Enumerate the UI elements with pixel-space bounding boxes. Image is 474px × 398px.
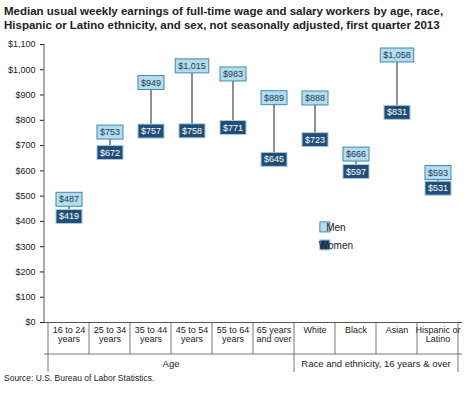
svg-text:$753: $753 xyxy=(100,127,120,137)
svg-text:16 to 24years: 16 to 24years xyxy=(53,325,86,344)
svg-text:$666: $666 xyxy=(346,149,366,159)
svg-text:Race and ethnicity, 16 years &: Race and ethnicity, 16 years & over xyxy=(301,358,450,369)
html-text:Median usual weekly earnings o: Median usual weekly earnings of full-tim… xyxy=(4,5,444,31)
svg-text:$419: $419 xyxy=(59,211,79,221)
svg-text:$757: $757 xyxy=(141,126,161,136)
svg-text:$672: $672 xyxy=(100,148,120,158)
svg-text:$949: $949 xyxy=(141,78,161,88)
svg-text:55 to 64years: 55 to 64years xyxy=(217,325,250,344)
svg-text:Hispanic orLatino: Hispanic orLatino xyxy=(415,325,460,344)
svg-text:$500: $500 xyxy=(15,191,35,201)
svg-text:45 to 54years: 45 to 54years xyxy=(176,325,209,344)
svg-text:White: White xyxy=(303,325,326,335)
svg-text:$1,100: $1,100 xyxy=(8,39,36,49)
svg-text:$200: $200 xyxy=(15,267,35,277)
svg-text:$723: $723 xyxy=(305,135,325,145)
svg-text:$800: $800 xyxy=(15,115,35,125)
svg-text:$0: $0 xyxy=(25,317,35,327)
svg-text:Women: Women xyxy=(319,240,353,251)
svg-text:$771: $771 xyxy=(223,123,243,133)
svg-text:65 yearsand over: 65 yearsand over xyxy=(256,325,291,344)
svg-text:$1,000: $1,000 xyxy=(8,65,36,75)
svg-text:$889: $889 xyxy=(264,93,284,103)
svg-text:25 to 34years: 25 to 34years xyxy=(94,325,127,344)
svg-text:$888: $888 xyxy=(305,93,325,103)
svg-text:$531: $531 xyxy=(428,183,448,193)
svg-text:$1,015: $1,015 xyxy=(178,61,206,71)
svg-text:Asian: Asian xyxy=(386,325,409,335)
svg-text:$983: $983 xyxy=(223,69,243,79)
svg-text:$700: $700 xyxy=(15,140,35,150)
svg-text:$400: $400 xyxy=(15,216,35,226)
svg-text:Black: Black xyxy=(345,325,368,335)
svg-text:$758: $758 xyxy=(182,126,202,136)
svg-text:$600: $600 xyxy=(15,166,35,176)
svg-text:$831: $831 xyxy=(387,107,407,117)
html-text:Source: U.S. Bureau of Labor S: Source: U.S. Bureau of Labor Statistics. xyxy=(4,373,155,383)
svg-text:Age: Age xyxy=(163,358,180,369)
svg-text:$100: $100 xyxy=(15,292,35,302)
svg-text:$593: $593 xyxy=(428,168,448,178)
svg-text:$1,058: $1,058 xyxy=(383,50,411,60)
svg-text:$487: $487 xyxy=(59,194,79,204)
svg-text:Men: Men xyxy=(326,222,345,233)
svg-text:$597: $597 xyxy=(346,167,366,177)
svg-text:$900: $900 xyxy=(15,90,35,100)
svg-text:35 to 44years: 35 to 44years xyxy=(135,325,168,344)
svg-text:$300: $300 xyxy=(15,242,35,252)
svg-text:$645: $645 xyxy=(264,154,284,164)
